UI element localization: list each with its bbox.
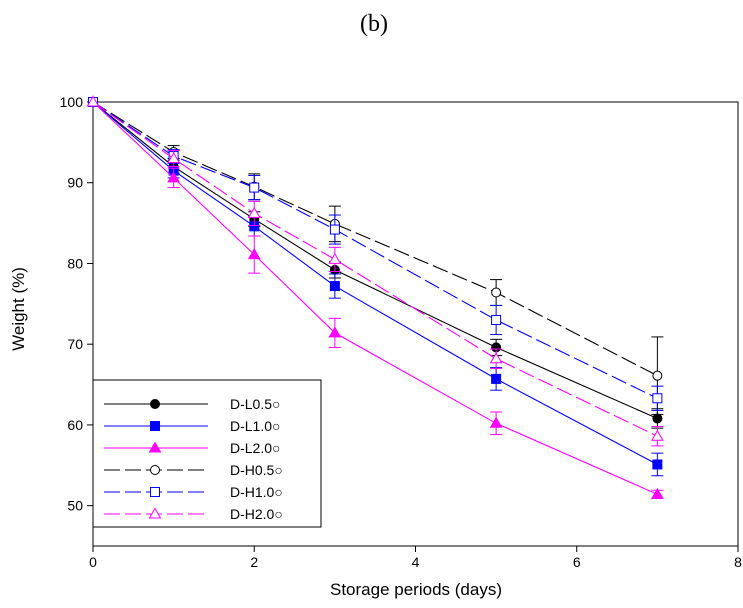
legend-label: D-H1.0○ xyxy=(230,484,283,500)
legend-marker xyxy=(150,487,160,497)
data-point xyxy=(86,95,100,107)
x-tick-label: 2 xyxy=(250,554,258,570)
y-axis-ticks: 50 60 70 80 90 100 xyxy=(60,94,93,514)
data-point xyxy=(329,281,340,292)
data-point xyxy=(491,373,502,384)
series-line xyxy=(92,101,658,437)
y-tick-label: 80 xyxy=(67,255,83,271)
y-axis-label: Weight (%) xyxy=(9,267,28,351)
x-axis-label: Storage periods (days) xyxy=(330,580,502,599)
x-tick-label: 8 xyxy=(734,554,742,570)
series-line xyxy=(92,101,658,377)
legend-marker xyxy=(150,421,160,431)
data-point xyxy=(651,487,664,499)
legend-entry: D-L0.5○ xyxy=(104,396,280,412)
data-point xyxy=(652,459,663,470)
series-6 xyxy=(86,95,664,447)
data-point xyxy=(651,429,664,441)
legend-entry: D-H1.0○ xyxy=(104,484,283,500)
x-tick-label: 4 xyxy=(412,554,420,570)
series-line xyxy=(92,101,658,420)
data-point xyxy=(167,152,180,164)
legend-box xyxy=(92,379,322,528)
legend: D-L0.5○ D-L1.0○ D-L2.0○ D-H0.5○ D-H1.0○ D-H2.… xyxy=(92,379,322,528)
data-point xyxy=(249,182,260,193)
series-line xyxy=(92,101,658,465)
legend-label: D-L0.5○ xyxy=(230,396,280,412)
data-point xyxy=(247,248,261,260)
legend-marker xyxy=(148,507,162,519)
x-axis-ticks: 0 2 4 6 8 xyxy=(89,546,742,570)
y-tick-label: 100 xyxy=(60,94,84,110)
legend-label: D-L1.0○ xyxy=(230,418,280,434)
series-1 xyxy=(88,97,664,429)
legend-marker xyxy=(148,441,162,453)
y-tick-label: 50 xyxy=(67,498,83,514)
legend-marker xyxy=(150,465,160,475)
legend-marker xyxy=(150,399,160,409)
data-point xyxy=(247,206,261,218)
data-point xyxy=(652,393,663,404)
legend-entry: D-H2.0○ xyxy=(104,506,283,522)
series-layer xyxy=(86,95,664,499)
data-point xyxy=(652,413,663,424)
series-4 xyxy=(88,97,664,415)
data-point xyxy=(489,352,503,364)
data-point xyxy=(652,370,663,381)
y-tick-label: 60 xyxy=(67,417,83,433)
series-5 xyxy=(88,97,664,411)
data-point xyxy=(491,314,502,325)
data-point xyxy=(328,326,342,338)
panel-label: (b) xyxy=(360,11,388,37)
data-point xyxy=(491,287,502,298)
legend-label: D-H2.0○ xyxy=(230,506,283,522)
legend-label: D-L2.0○ xyxy=(230,440,280,456)
y-tick-label: 70 xyxy=(67,336,83,352)
data-point xyxy=(489,416,503,428)
data-point xyxy=(329,224,340,235)
legend-label: D-H0.5○ xyxy=(230,462,283,478)
legend-entry: D-L2.0○ xyxy=(104,440,280,456)
data-point xyxy=(328,252,342,264)
x-tick-label: 0 xyxy=(89,554,97,570)
x-tick-label: 6 xyxy=(573,554,581,570)
series-line xyxy=(92,101,658,399)
legend-entry: D-H0.5○ xyxy=(104,462,283,478)
y-tick-label: 90 xyxy=(67,175,83,191)
legend-entry: D-L1.0○ xyxy=(104,418,280,434)
data-point xyxy=(167,171,180,183)
series-line xyxy=(92,101,658,495)
